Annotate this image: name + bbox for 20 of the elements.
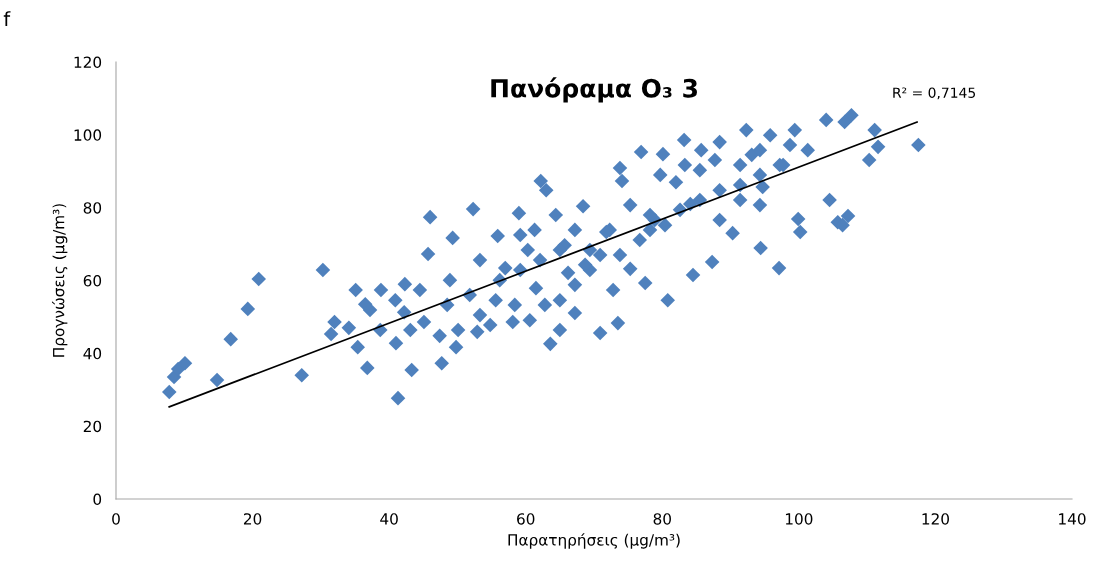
x-tick-label: 100: [785, 513, 813, 525]
x-axis-title: Παρατηρήσεις (μg/m³): [508, 533, 680, 549]
x-tick-label: 20: [243, 513, 262, 525]
x-tick-label: 140: [1059, 513, 1086, 525]
y-tick-label: 80: [83, 202, 102, 214]
x-tick-label: 60: [517, 513, 535, 525]
x-tick-label: 120: [922, 513, 949, 525]
text: Πανόραμα O₃ 3: [491, 77, 697, 103]
y-tick-label: 0: [93, 493, 102, 506]
text: f: [3, 11, 11, 26]
y-tick-label: 20: [83, 420, 102, 433]
y-tick-label: 120: [74, 56, 102, 69]
x-tick-label: 80: [653, 513, 671, 525]
annotation: R² = 0,7145: [893, 87, 976, 100]
x-tick-label: 0: [112, 513, 120, 525]
x-tick-label: 40: [380, 513, 398, 525]
y-axis-title: Προγνώσεις (μg/m³): [51, 204, 68, 357]
y-tick-label: 100: [74, 129, 102, 141]
y-tick-label: 60: [83, 274, 102, 287]
y-tick-label: 40: [83, 347, 102, 360]
